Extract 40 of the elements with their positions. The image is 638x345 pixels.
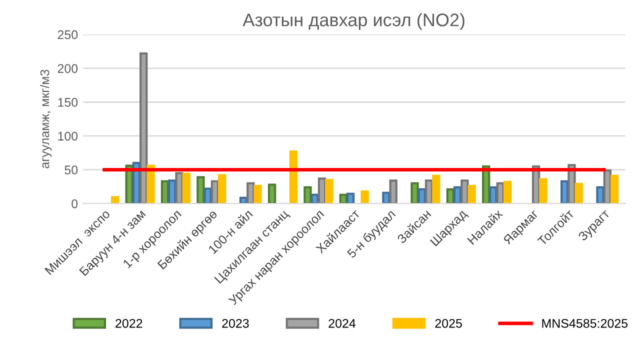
bar xyxy=(304,186,312,204)
bar xyxy=(140,52,148,204)
bar xyxy=(489,186,498,204)
bar xyxy=(254,184,262,204)
bar xyxy=(325,178,334,204)
bar xyxy=(268,184,276,204)
bar xyxy=(382,192,390,204)
bar xyxy=(146,164,155,204)
legend-label: 2022 xyxy=(116,318,142,328)
y-tick-label: 100 xyxy=(58,132,78,141)
y-tick-label: 150 xyxy=(58,98,78,107)
y-tick-label: 0 xyxy=(72,199,78,208)
bar xyxy=(468,184,476,204)
bar xyxy=(204,188,212,204)
bar xyxy=(432,174,440,204)
y-tick-label: 200 xyxy=(58,64,78,73)
bar xyxy=(218,174,226,204)
legend-label: 2023 xyxy=(222,318,249,328)
legend-label: 2025 xyxy=(435,318,462,328)
y-tick-label: 250 xyxy=(58,30,78,40)
legend-label: MNS4585:2025 xyxy=(542,318,628,328)
bar xyxy=(410,182,419,204)
bar xyxy=(503,180,512,204)
bar xyxy=(574,182,583,204)
y-tick-label: 50 xyxy=(64,166,78,174)
y-axis-title: агууламж, мкг/м3 xyxy=(40,70,52,168)
chart-title: Азотын давхар исэл (NO2) xyxy=(242,13,464,30)
bar xyxy=(539,178,548,204)
bar xyxy=(110,196,120,204)
bar xyxy=(389,180,398,204)
bar xyxy=(360,190,369,204)
bar xyxy=(610,174,619,204)
legend-label: 2024 xyxy=(328,318,356,328)
bar xyxy=(196,176,205,204)
bar xyxy=(596,186,604,204)
bar xyxy=(460,180,469,204)
bar xyxy=(175,172,184,204)
bar xyxy=(346,192,355,204)
bar xyxy=(289,150,298,204)
bar xyxy=(182,172,190,204)
